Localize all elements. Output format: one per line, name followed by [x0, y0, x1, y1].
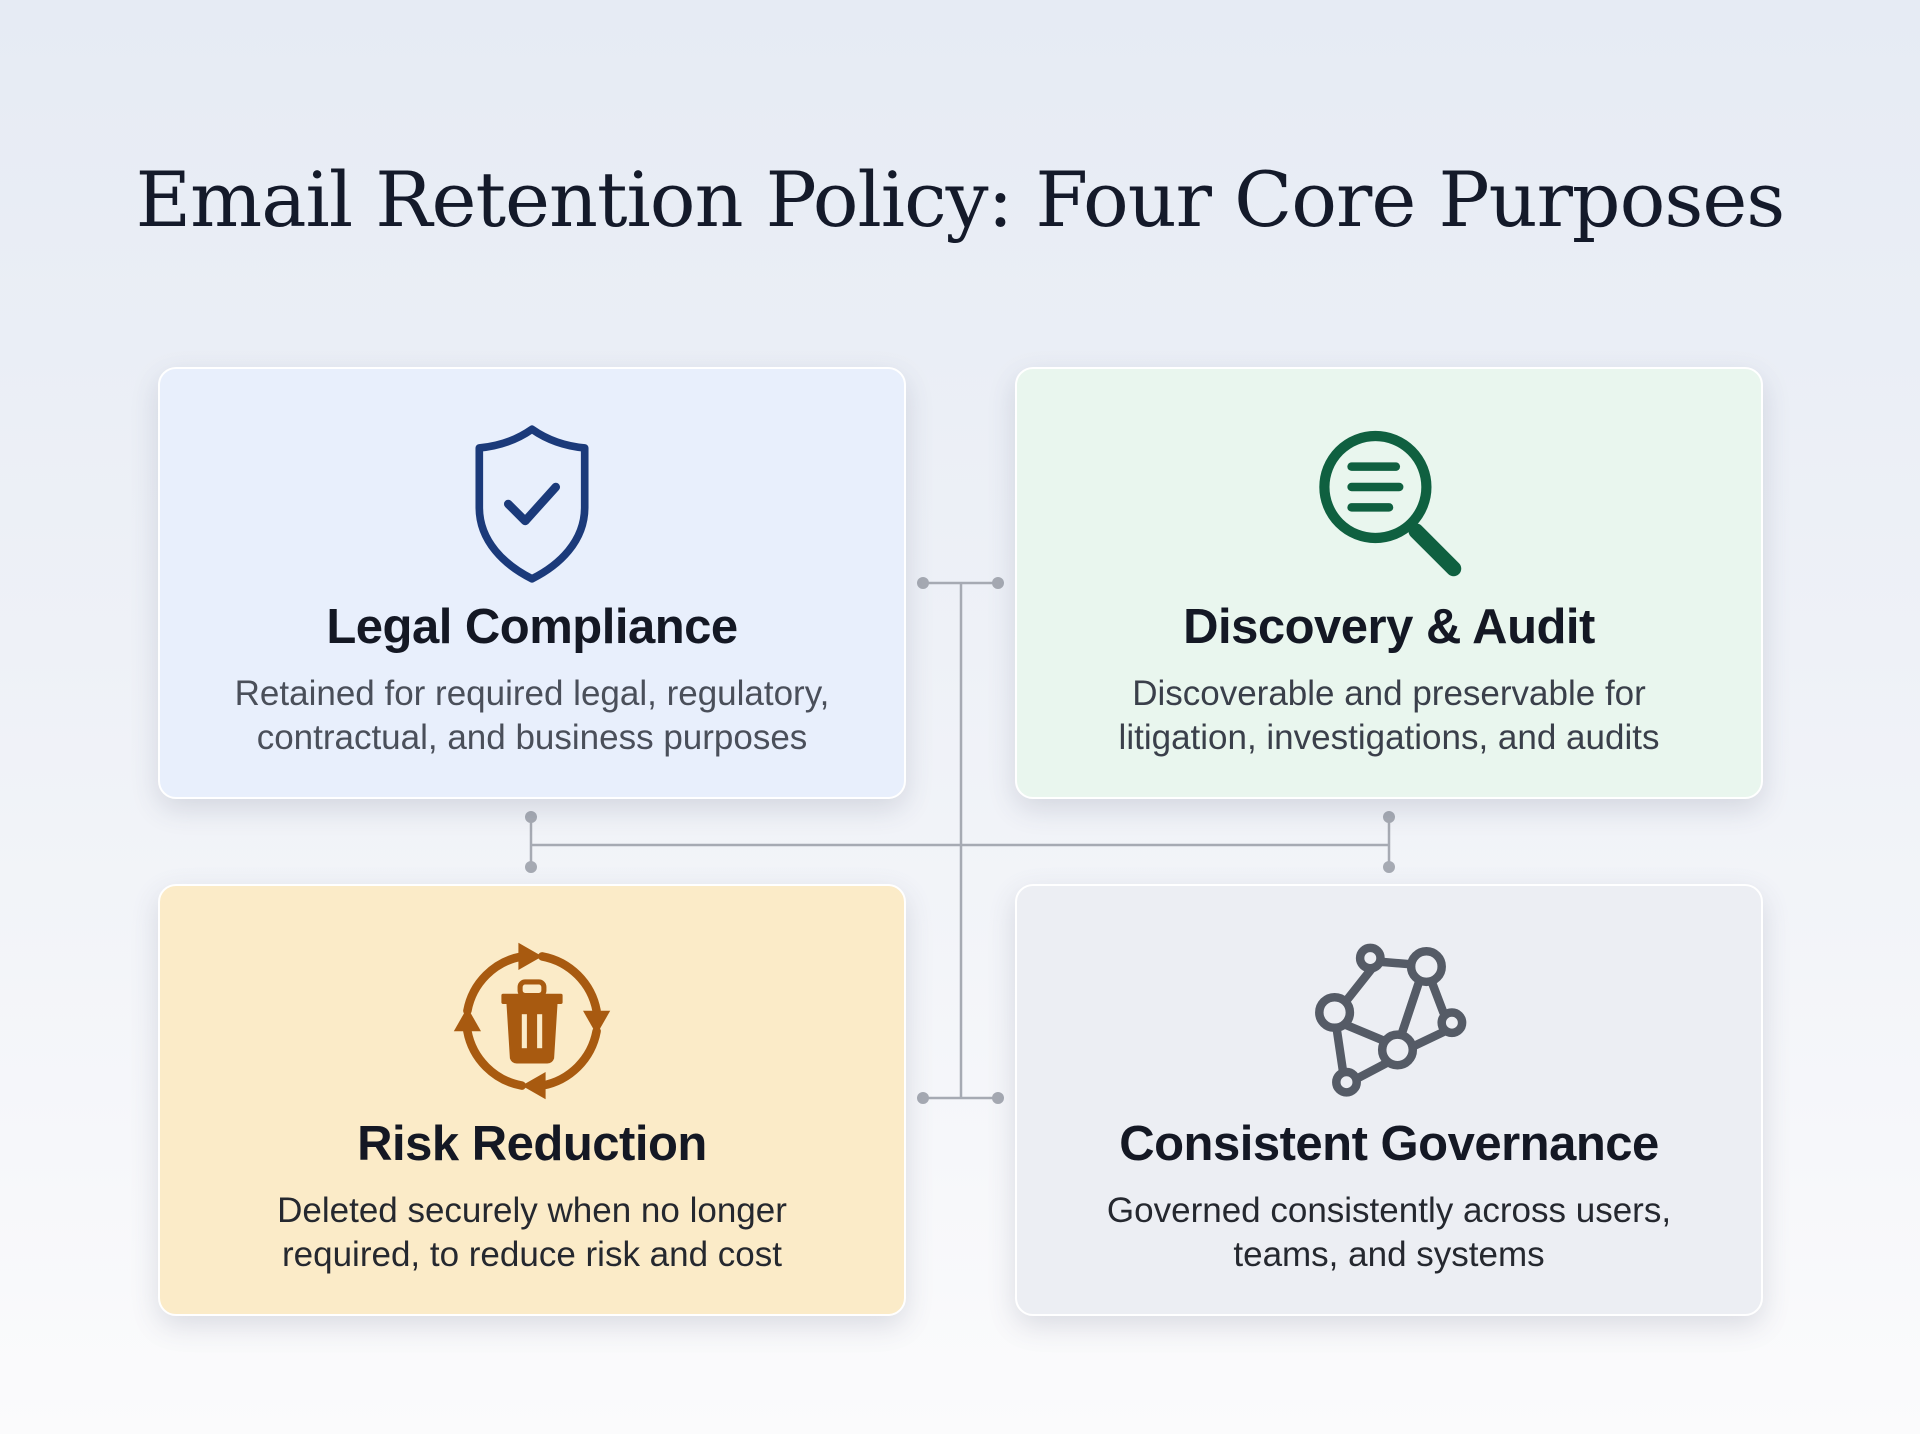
network-nodes-icon	[1315, 943, 1467, 1097]
card-title: Risk Reduction	[357, 1117, 707, 1171]
description-line: Retained for required legal, regulatory,	[234, 674, 830, 713]
card-description: Discoverable and preservable for litigat…	[1047, 672, 1731, 760]
card-discovery-audit: Discovery & Audit Discoverable and prese…	[1015, 367, 1763, 799]
shield-check-icon	[475, 425, 589, 583]
card-title: Discovery & Audit	[1183, 600, 1595, 654]
description-line: required, to reduce risk and cost	[282, 1235, 782, 1274]
card-title: Consistent Governance	[1119, 1117, 1659, 1171]
description-line: teams, and systems	[1233, 1235, 1545, 1274]
recycle-trash-icon	[453, 942, 611, 1100]
card-title: Legal Compliance	[326, 600, 738, 654]
card-description: Governed consistently across users, team…	[1047, 1189, 1731, 1277]
card-description: Retained for required legal, regulatory,…	[190, 672, 874, 760]
card-risk-reduction: Risk Reduction Deleted securely when no …	[158, 884, 906, 1316]
description-line: contractual, and business purposes	[256, 718, 808, 757]
description-line: litigation, investigations, and audits	[1118, 718, 1660, 757]
card-legal-compliance: Legal Compliance Retained for required l…	[158, 367, 906, 799]
description-line: Deleted securely when no longer	[277, 1191, 787, 1230]
card-consistent-governance: Consistent Governance Governed consisten…	[1015, 884, 1763, 1316]
magnifier-document-icon	[1319, 430, 1462, 577]
description-line: Discoverable and preservable for	[1132, 674, 1646, 713]
page-title: Email Retention Policy: Four Core Purpos…	[135, 155, 1786, 244]
description-line: Governed consistently across users,	[1106, 1191, 1672, 1230]
card-description: Deleted securely when no longer required…	[190, 1189, 874, 1277]
